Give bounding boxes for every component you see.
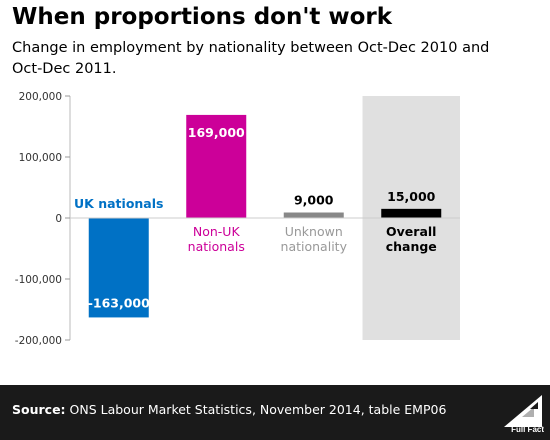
data-label-uk: -163,000 [88, 295, 150, 310]
category-label-line: Non-UK [193, 224, 241, 239]
footer: Source: ONS Labour Market Statistics, No… [0, 385, 550, 440]
bar-unknown [283, 212, 344, 218]
category-label-line: nationals [188, 239, 245, 254]
category-label-line: Unknown [285, 224, 343, 239]
category-label-unknown: Unknown nationality [281, 224, 348, 254]
bar-chart: 200,000 100,000 0 -100,000 -200,000 -163,000 U… [15, 91, 460, 347]
source-label: Source: [12, 402, 66, 417]
y-tick-label: 200,000 [19, 91, 62, 103]
y-tick-label: -200,000 [15, 335, 62, 347]
full-fact-logo-icon: Full Fact [504, 395, 544, 433]
data-label-unknown: 9,000 [294, 193, 334, 208]
category-label-line: nationality [281, 239, 348, 254]
category-label-overall: Overall change [386, 224, 437, 254]
data-label-overall: 15,000 [387, 189, 436, 204]
source-note: Source: ONS Labour Market Statistics, No… [12, 402, 446, 417]
category-label-line: UK nationals [74, 196, 163, 211]
y-tick-label: 100,000 [19, 152, 62, 164]
bar-uk [88, 218, 149, 318]
category-label-line: Overall [386, 224, 436, 239]
data-label-non_uk: 169,000 [188, 125, 245, 140]
y-tick-label: -100,000 [15, 274, 62, 286]
bar-overall [381, 208, 442, 218]
chart-title: When proportions don't work [12, 4, 393, 30]
category-label-uk: UK nationals [74, 196, 163, 211]
category-label-line: change [386, 239, 437, 254]
source-text: ONS Labour Market Statistics, November 2… [65, 402, 447, 417]
category-label-non_uk: Non-UK nationals [188, 224, 245, 254]
chart-subtitle: Change in employment by nationality betw… [12, 40, 490, 77]
y-tick-label: 0 [55, 213, 62, 225]
logo-text: Full Fact [511, 425, 544, 433]
bar-non_uk [186, 114, 247, 218]
